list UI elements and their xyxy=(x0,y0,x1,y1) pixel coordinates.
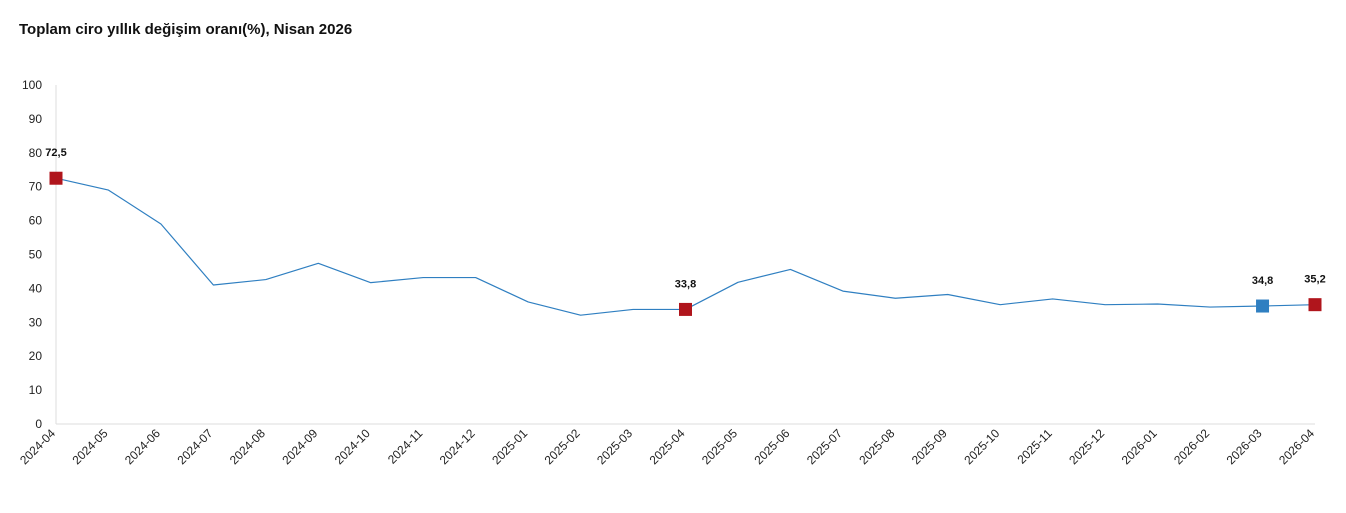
x-tick-label: 2026-01 xyxy=(1119,426,1160,467)
y-tick-label: 20 xyxy=(29,349,43,363)
y-tick-label: 0 xyxy=(35,417,42,431)
y-tick-label: 70 xyxy=(29,180,43,194)
highlight-marker xyxy=(49,171,63,185)
y-tick-label: 30 xyxy=(29,315,43,329)
x-tick-label: 2025-12 xyxy=(1066,426,1107,467)
x-tick-label: 2025-06 xyxy=(751,426,792,467)
data-label: 35,2 xyxy=(1304,274,1325,286)
x-tick-label: 2025-11 xyxy=(1014,426,1055,467)
y-tick-label: 40 xyxy=(29,281,43,295)
x-tick-label: 2024-09 xyxy=(279,426,320,467)
x-tick-label: 2025-05 xyxy=(699,426,740,467)
highlight-marker xyxy=(1308,298,1322,312)
x-tick-label: 2026-04 xyxy=(1276,426,1317,467)
y-tick-label: 60 xyxy=(29,214,43,228)
data-label: 33,8 xyxy=(675,278,696,290)
x-tick-label: 2024-10 xyxy=(332,426,373,467)
x-tick-label: 2025-09 xyxy=(909,426,950,467)
x-tick-label: 2024-06 xyxy=(122,426,163,467)
data-labels: 72,5 33,8 34,8 35,2 xyxy=(45,147,1325,290)
x-tick-label: 2024-12 xyxy=(437,426,478,467)
series-line-group xyxy=(55,177,1316,316)
x-tick-label: 2026-02 xyxy=(1171,426,1212,467)
x-axis: 2024-04 2024-05 2024-06 2024-07 2024-08 2024-… xyxy=(17,423,1317,467)
y-tick-label: 90 xyxy=(29,112,43,126)
y-axis: 0 10 20 30 40 50 60 70 80 90 100 xyxy=(22,78,57,431)
x-tick-label: 2024-04 xyxy=(17,426,58,467)
x-tick-label: 2025-03 xyxy=(594,426,635,467)
x-tick-label: 2024-11 xyxy=(385,426,426,467)
x-tick-label: 2025-02 xyxy=(542,426,583,467)
x-tick-label: 2024-07 xyxy=(174,426,215,467)
x-tick-label: 2025-07 xyxy=(804,426,845,467)
x-tick-label: 2026-03 xyxy=(1224,426,1265,467)
y-tick-label: 50 xyxy=(29,248,43,262)
x-tick-label: 2025-04 xyxy=(647,426,688,467)
data-label: 72,5 xyxy=(45,147,66,159)
y-tick-label: 80 xyxy=(29,146,43,160)
highlight-marker xyxy=(1256,299,1270,313)
x-tick-label: 2025-08 xyxy=(856,426,897,467)
x-tick-label: 2025-01 xyxy=(489,426,530,467)
x-tick-label: 2025-10 xyxy=(961,426,1002,467)
highlight-markers xyxy=(49,171,1322,316)
x-tick-label: 2024-08 xyxy=(227,426,268,467)
y-tick-label: 10 xyxy=(29,383,43,397)
chart-title: Toplam ciro yıllık değişim oranı(%), Nis… xyxy=(19,21,353,38)
highlight-marker xyxy=(679,302,692,316)
y-tick-label: 100 xyxy=(22,78,42,92)
data-label: 34,8 xyxy=(1252,275,1273,287)
x-tick-label: 2024-05 xyxy=(70,426,111,467)
series-line xyxy=(55,177,1316,316)
